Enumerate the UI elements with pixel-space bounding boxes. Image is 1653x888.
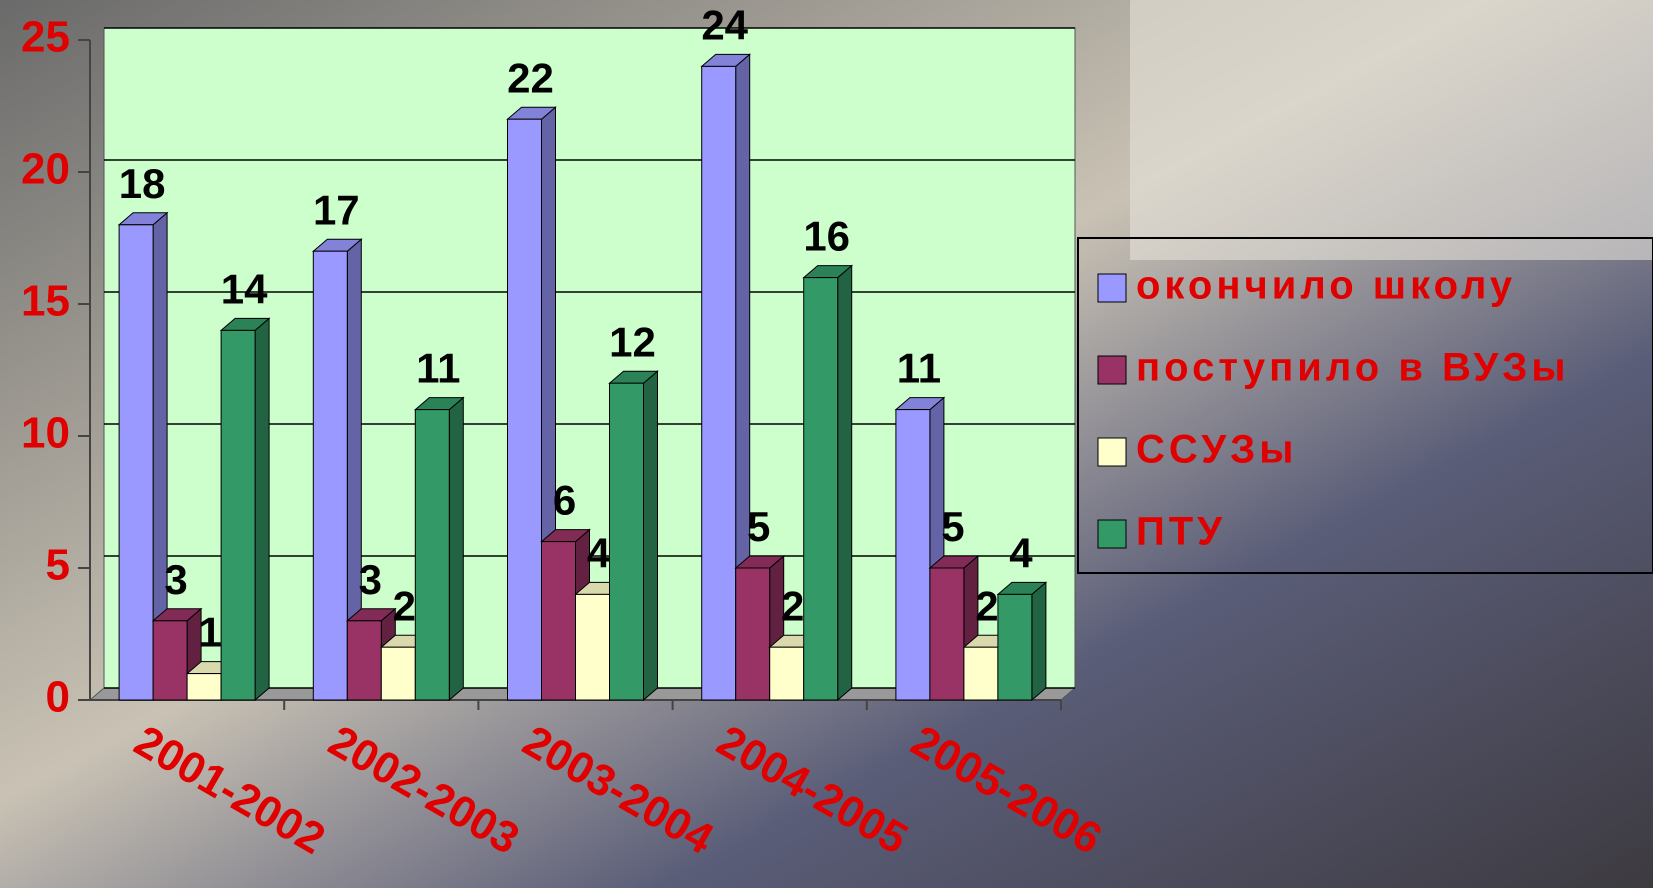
bar bbox=[541, 541, 576, 701]
bar bbox=[118, 224, 154, 701]
bar-side bbox=[254, 317, 270, 702]
data-label: 1 bbox=[198, 609, 221, 656]
data-label: 16 bbox=[803, 213, 850, 260]
bar-side bbox=[1031, 581, 1047, 702]
y-tick-label: 10 bbox=[21, 409, 70, 458]
data-label: 11 bbox=[416, 345, 460, 392]
bar bbox=[380, 646, 416, 701]
background-window bbox=[1130, 0, 1653, 260]
bar bbox=[997, 593, 1033, 701]
bar bbox=[735, 567, 771, 701]
bar bbox=[963, 646, 999, 701]
data-label: 2 bbox=[781, 582, 804, 629]
data-label: 22 bbox=[507, 54, 554, 101]
y-tick-label: 0 bbox=[46, 673, 70, 722]
legend-box bbox=[1077, 237, 1653, 574]
bar bbox=[701, 65, 737, 701]
data-label: 5 bbox=[747, 503, 770, 550]
data-label: 2 bbox=[975, 582, 998, 629]
data-label: 2 bbox=[393, 582, 416, 629]
bar bbox=[609, 382, 644, 701]
y-tick-label: 25 bbox=[21, 13, 70, 62]
bar-side bbox=[448, 396, 464, 702]
data-label: 17 bbox=[313, 186, 360, 233]
legend-label: окончило школу bbox=[1136, 264, 1516, 308]
data-label: 6 bbox=[553, 477, 576, 524]
data-label: 4 bbox=[587, 529, 611, 576]
bar-side bbox=[643, 370, 658, 702]
data-label: 18 bbox=[119, 160, 166, 207]
legend-swatch bbox=[1097, 355, 1127, 385]
data-label: 11 bbox=[897, 345, 941, 392]
bar bbox=[220, 329, 256, 701]
bar bbox=[895, 409, 931, 701]
bar bbox=[312, 250, 348, 701]
y-tick-label: 20 bbox=[21, 145, 70, 194]
legend-label: ПТУ bbox=[1136, 510, 1226, 554]
bar bbox=[186, 673, 222, 701]
data-label: 24 bbox=[701, 1, 748, 48]
bar bbox=[929, 567, 965, 701]
legend-swatch bbox=[1097, 519, 1127, 549]
data-label: 14 bbox=[221, 265, 268, 312]
bar bbox=[769, 646, 805, 701]
data-label: 5 bbox=[941, 503, 964, 550]
bar bbox=[803, 277, 839, 701]
y-tick-label: 15 bbox=[21, 277, 70, 326]
bar bbox=[507, 118, 542, 701]
data-label: 3 bbox=[164, 556, 187, 603]
data-label: 4 bbox=[1009, 529, 1033, 576]
bar bbox=[414, 409, 450, 701]
legend-swatch bbox=[1097, 273, 1127, 303]
bar bbox=[575, 593, 610, 701]
legend-swatch bbox=[1097, 437, 1127, 467]
y-tick-label: 5 bbox=[46, 541, 70, 590]
data-label: 12 bbox=[609, 318, 656, 365]
legend-label: поступило в ВУЗы bbox=[1136, 346, 1570, 390]
data-label: 3 bbox=[359, 556, 382, 603]
bar bbox=[346, 620, 382, 701]
bar bbox=[152, 620, 188, 701]
bar-side bbox=[837, 264, 853, 702]
legend-label: ССУЗы bbox=[1136, 428, 1297, 472]
